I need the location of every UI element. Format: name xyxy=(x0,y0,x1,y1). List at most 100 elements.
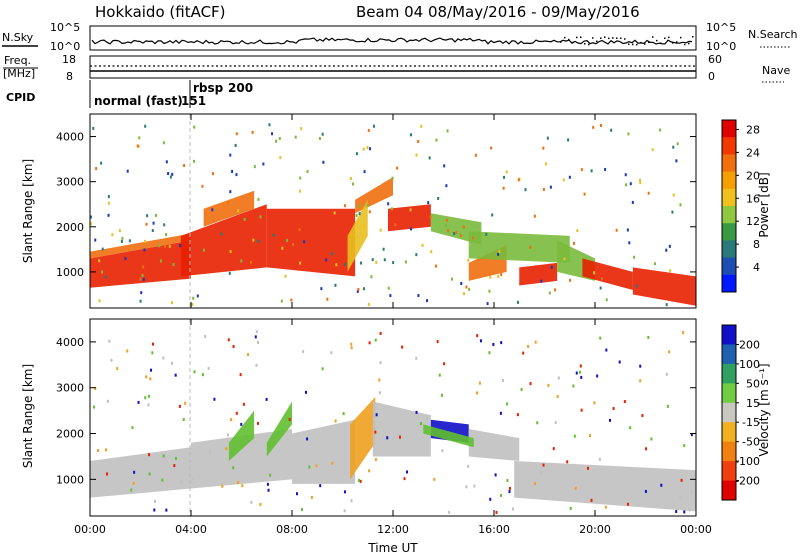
power-echo-speck xyxy=(626,228,629,232)
power-echo-speck xyxy=(271,132,274,136)
power-echo-speck xyxy=(229,250,232,254)
power-echo-speck xyxy=(488,289,491,293)
velocity-x-tick-label-1: 04:00 xyxy=(175,523,207,536)
velocity-echo-speck xyxy=(680,478,683,482)
velocity-echo-speck xyxy=(668,350,671,354)
nsearch-tick-bottom: 10^0 xyxy=(706,40,736,53)
velocity-echo-speck xyxy=(688,508,691,512)
power-echo-speck xyxy=(500,273,503,277)
power-echo-speck xyxy=(569,278,572,282)
power-echo-region-11 xyxy=(582,258,633,290)
power-echo-speck xyxy=(235,132,238,136)
power-echo-speck xyxy=(383,258,386,262)
velocity-echo-speck xyxy=(448,510,451,514)
power-echo-speck xyxy=(503,175,506,179)
power-echo-speck xyxy=(196,294,199,298)
figure-title: Hokkaido (fitACF) xyxy=(95,3,226,21)
velocity-echo-speck xyxy=(93,405,96,409)
power-echo-speck xyxy=(143,248,146,252)
velocity-echo-speck xyxy=(350,346,353,350)
velocity-echo-speck xyxy=(162,356,165,360)
power-echo-speck xyxy=(358,204,361,208)
power-echo-speck xyxy=(548,291,551,295)
power-echo-speck xyxy=(140,291,143,295)
velocity-echo-speck xyxy=(627,502,630,506)
velocity-echo-region-10 xyxy=(423,424,474,448)
power-echo-speck xyxy=(639,178,642,182)
power-echo-speck xyxy=(627,132,630,136)
power-echo-speck xyxy=(604,167,607,171)
power-echo-speck xyxy=(659,128,662,132)
velocity-echo-speck xyxy=(596,374,599,378)
power-echo-speck xyxy=(322,160,325,164)
velocity-echo-speck xyxy=(433,477,436,481)
freq-frame xyxy=(89,55,697,79)
power-colorbar-tick-label-5: 24 xyxy=(746,146,760,159)
nsearch-label: N.Search xyxy=(748,28,798,41)
nsearch-point xyxy=(584,43,586,45)
velocity-echo-speck xyxy=(321,367,324,371)
velocity-colorbar-tick-label-7: -200 xyxy=(735,475,760,488)
velocity-y-label: Slant Range [km] xyxy=(21,364,35,468)
nsearch-point xyxy=(648,41,650,44)
power-echo-speck xyxy=(253,165,256,169)
velocity-echo-speck xyxy=(534,482,537,486)
power-echo-speck xyxy=(629,182,632,186)
velocity-echo-speck xyxy=(302,350,305,354)
velocity-echo-speck xyxy=(415,356,418,360)
velocity-echo-speck xyxy=(342,412,345,416)
nsky-tick-top: 10^5 xyxy=(50,21,80,34)
velocity-echo-speck xyxy=(679,496,682,500)
power-echo-speck xyxy=(158,244,161,248)
velocity-echo-speck xyxy=(479,339,482,343)
power-echo-speck xyxy=(139,277,142,281)
power-echo-speck xyxy=(369,147,372,151)
power-echo-speck xyxy=(446,129,449,133)
power-echo-speck xyxy=(202,248,205,252)
velocity-echo-speck xyxy=(184,401,187,405)
power-echo-speck xyxy=(367,302,370,306)
nsky-tick-bottom: 10^0 xyxy=(50,40,80,53)
power-echo-speck xyxy=(363,170,366,174)
velocity-echo-speck xyxy=(306,437,309,441)
velocity-echo-speck xyxy=(501,379,504,383)
velocity-echo-speck xyxy=(425,416,428,420)
power-colorbar-frame xyxy=(721,119,737,293)
velocity-echo-speck xyxy=(604,505,607,509)
velocity-echo-speck xyxy=(605,348,608,352)
power-echo-speck xyxy=(635,284,638,288)
power-echo-speck xyxy=(259,215,262,219)
freq-label-1: Freq. xyxy=(4,54,31,67)
velocity-x-tick-label-0: 00:00 xyxy=(74,523,106,536)
power-echo-region-3 xyxy=(266,208,356,277)
power-echo-speck xyxy=(473,231,476,235)
nsearch-trace xyxy=(560,36,694,46)
power-echo-region-9 xyxy=(519,262,558,286)
power-echo-speck xyxy=(665,303,668,307)
power-echo-speck xyxy=(679,203,682,207)
velocity-echo-speck xyxy=(227,338,230,342)
power-echo-speck xyxy=(333,211,336,215)
power-echo-speck xyxy=(417,293,420,297)
power-echo-speck xyxy=(498,250,501,254)
power-echo-speck xyxy=(410,133,413,137)
power-echo-speck xyxy=(193,159,196,163)
power-echo-speck xyxy=(490,146,493,150)
velocity-echo-speck xyxy=(235,411,238,415)
power-echo-speck xyxy=(107,213,110,217)
velocity-colorbar-swatch-6 xyxy=(722,441,736,462)
power-echo-speck xyxy=(95,167,98,171)
velocity-echo-speck xyxy=(255,330,258,334)
nsearch-point xyxy=(680,36,682,39)
power-echo-speck xyxy=(142,277,145,281)
velocity-echo-speck xyxy=(310,495,313,499)
power-echo-speck xyxy=(404,260,407,264)
velocity-echo-speck xyxy=(580,375,583,379)
velocity-echo-speck xyxy=(598,457,601,461)
power-scatter xyxy=(90,123,696,307)
velocity-echo-speck xyxy=(683,510,686,514)
velocity-echo-speck xyxy=(357,479,360,483)
power-echo-speck xyxy=(172,263,175,267)
velocity-echo-speck xyxy=(110,358,113,362)
velocity-echo-speck xyxy=(386,436,389,440)
